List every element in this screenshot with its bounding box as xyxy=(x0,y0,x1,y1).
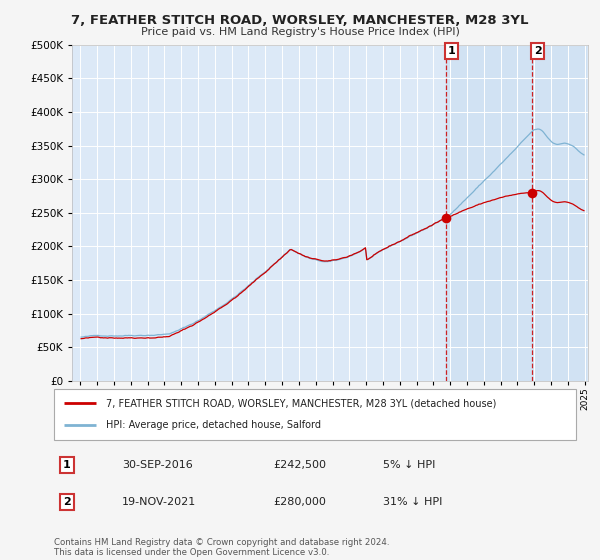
Text: Price paid vs. HM Land Registry's House Price Index (HPI): Price paid vs. HM Land Registry's House … xyxy=(140,27,460,37)
Text: Contains HM Land Registry data © Crown copyright and database right 2024.
This d: Contains HM Land Registry data © Crown c… xyxy=(54,538,389,557)
Text: 1: 1 xyxy=(448,46,455,56)
Text: 2: 2 xyxy=(534,46,542,56)
Text: 1: 1 xyxy=(63,460,71,470)
Text: HPI: Average price, detached house, Salford: HPI: Average price, detached house, Salf… xyxy=(106,421,321,431)
Text: 19-NOV-2021: 19-NOV-2021 xyxy=(122,497,196,507)
Text: 7, FEATHER STITCH ROAD, WORSLEY, MANCHESTER, M28 3YL: 7, FEATHER STITCH ROAD, WORSLEY, MANCHES… xyxy=(71,14,529,27)
Text: 31% ↓ HPI: 31% ↓ HPI xyxy=(383,497,442,507)
Text: 5% ↓ HPI: 5% ↓ HPI xyxy=(383,460,435,470)
Text: £280,000: £280,000 xyxy=(273,497,326,507)
Text: 2: 2 xyxy=(63,497,71,507)
Text: £242,500: £242,500 xyxy=(273,460,326,470)
FancyBboxPatch shape xyxy=(54,389,576,440)
Bar xyxy=(446,45,586,381)
Text: 30-SEP-2016: 30-SEP-2016 xyxy=(122,460,193,470)
Text: 7, FEATHER STITCH ROAD, WORSLEY, MANCHESTER, M28 3YL (detached house): 7, FEATHER STITCH ROAD, WORSLEY, MANCHES… xyxy=(106,398,497,408)
